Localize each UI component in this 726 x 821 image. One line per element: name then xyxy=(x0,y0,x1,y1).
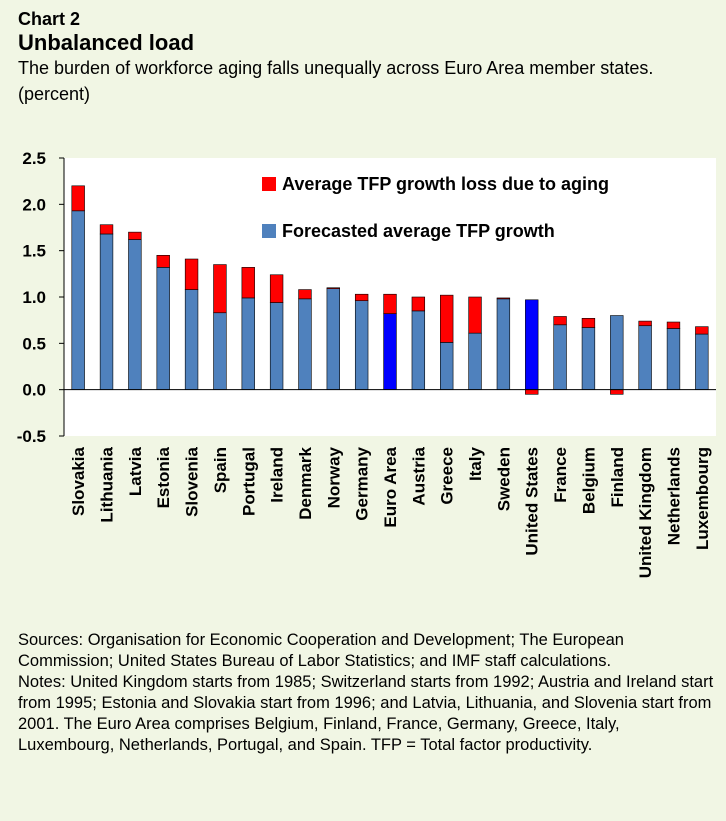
category-label: Ireland xyxy=(268,447,287,503)
category-label: France xyxy=(551,447,570,503)
bar-forecast xyxy=(71,210,85,390)
bar-forecast xyxy=(666,328,681,390)
legend-swatch-forecast xyxy=(262,224,276,238)
category-label: Belgium xyxy=(579,447,598,514)
bar-loss xyxy=(496,297,511,300)
bar-loss xyxy=(638,320,652,327)
bar-loss xyxy=(99,224,114,235)
bar-loss xyxy=(553,316,567,326)
bar-loss xyxy=(326,287,340,289)
category-label: Germany xyxy=(353,446,372,520)
bar-forecast xyxy=(496,298,511,390)
sources-text: Sources: Organisation for Economic Coope… xyxy=(18,631,624,670)
category-label: Latvia xyxy=(126,446,145,496)
bar-forecast xyxy=(553,324,567,390)
category-label: Lithuania xyxy=(98,446,117,522)
bar-forecast xyxy=(99,233,114,390)
bar-forecast xyxy=(525,299,539,390)
category-label: Luxembourg xyxy=(693,447,712,550)
bar-loss xyxy=(184,258,199,290)
bar-loss xyxy=(666,321,681,329)
bar-negative xyxy=(610,389,624,395)
category-label: Denmark xyxy=(296,446,315,519)
category-label: Spain xyxy=(211,447,230,493)
bar-loss xyxy=(128,231,142,240)
bar-loss xyxy=(581,318,596,328)
category-label: Sweden xyxy=(494,447,513,511)
y-tick-label: 2.5 xyxy=(22,149,46,168)
bar-forecast xyxy=(581,327,596,390)
y-tick-label: 0.5 xyxy=(22,334,46,353)
y-tick-label: 0.0 xyxy=(22,381,46,400)
y-tick-label: -0.5 xyxy=(17,427,46,446)
bar-loss xyxy=(71,185,85,212)
bar-loss xyxy=(269,274,284,303)
chart-number: Chart 2 xyxy=(18,9,81,29)
category-label: Netherlands xyxy=(664,447,683,545)
category-label: Estonia xyxy=(154,446,173,508)
bar-loss xyxy=(298,289,312,300)
category-label: United Kingdom xyxy=(636,447,655,578)
category-label: Euro Area xyxy=(381,446,400,527)
bar-forecast xyxy=(468,332,482,390)
bar-loss xyxy=(695,326,709,335)
bar-forecast xyxy=(269,302,284,390)
category-label: Norway xyxy=(324,446,343,508)
bar-loss xyxy=(156,255,170,268)
bar-loss xyxy=(241,267,255,299)
y-tick-label: 1.5 xyxy=(22,242,46,261)
bar-forecast xyxy=(411,310,426,390)
bar-negative xyxy=(525,389,539,395)
bar-forecast xyxy=(128,239,142,390)
bar-forecast xyxy=(241,297,255,390)
bar-forecast xyxy=(695,333,709,390)
category-label: Slovenia xyxy=(183,446,202,516)
y-tick-label: 1.0 xyxy=(22,288,46,307)
legend-label-loss: Average TFP growth loss due to aging xyxy=(282,174,609,194)
bar-forecast xyxy=(156,267,170,390)
category-label: Italy xyxy=(466,446,485,481)
chart-subtitle: The burden of workforce aging falls uneq… xyxy=(18,58,654,78)
bar-loss xyxy=(411,296,426,312)
bar-loss xyxy=(213,264,227,314)
bar-forecast xyxy=(213,312,227,390)
bar-loss xyxy=(440,294,454,343)
legend-label-forecast: Forecasted average TFP growth xyxy=(282,221,555,241)
category-label: Slovakia xyxy=(69,446,88,516)
category-label: United States xyxy=(523,447,542,556)
notes-text: Notes: United Kingdom starts from 1985; … xyxy=(18,673,714,754)
chart-footer: Sources: Organisation for Economic Coope… xyxy=(18,630,718,756)
category-label: Greece xyxy=(438,447,457,505)
y-tick-label: 2.0 xyxy=(22,195,46,214)
legend-swatch-loss xyxy=(262,177,276,191)
bar-forecast xyxy=(326,288,340,390)
bar-chart: 2.5 2.0 1.5 1.0 0.5 0.0 -0.5 Slovakia Lithuania L… xyxy=(17,149,716,578)
bar-forecast xyxy=(298,298,312,390)
bar-loss xyxy=(354,293,369,302)
category-label: Portugal xyxy=(239,447,258,516)
bar-loss xyxy=(383,293,397,314)
bar-forecast xyxy=(610,315,624,390)
chart-title: Unbalanced load xyxy=(18,30,195,55)
y-axis-unit: (percent) xyxy=(18,84,91,104)
bar-forecast xyxy=(184,289,199,390)
bar-forecast xyxy=(440,342,454,390)
category-label: Austria xyxy=(409,446,428,505)
category-label: Finland xyxy=(608,447,627,507)
bar-forecast xyxy=(383,313,397,390)
bar-forecast xyxy=(638,325,652,390)
bar-loss xyxy=(468,296,482,334)
bar-forecast xyxy=(354,300,369,390)
chart-header: Chart 2 Unbalanced load The burden of wo… xyxy=(18,8,718,105)
